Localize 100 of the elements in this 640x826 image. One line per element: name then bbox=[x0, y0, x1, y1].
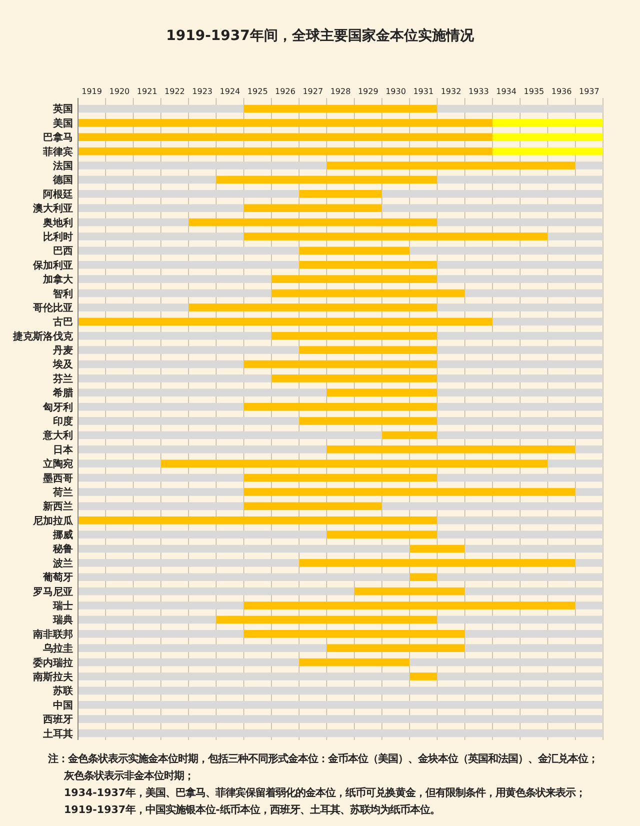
bar bbox=[575, 445, 603, 454]
text: 注：金色条状表示实施金本位时期，包括三种不同形式金本位：金币本位（美国）、金块本位（英国和法国）、金汇兑本位； bbox=[47, 753, 598, 765]
text: 1934-1937年，美国、巴拿马、菲律宾保留着弱化的金本位，纸币可兑换黄金，但有限制条件，用黄色条状来表示； bbox=[64, 787, 586, 799]
y-tick-label: 立陶宛 bbox=[42, 458, 73, 470]
y-tick-label: 埃及 bbox=[52, 358, 74, 371]
bar bbox=[78, 602, 244, 610]
bar bbox=[410, 658, 603, 666]
bar bbox=[437, 672, 603, 680]
bar bbox=[299, 246, 410, 255]
y-tick-label: 委内瑞拉 bbox=[32, 656, 73, 669]
x-tick-label: 1937 bbox=[579, 87, 600, 96]
y-tick-label: 波兰 bbox=[52, 557, 73, 570]
bar bbox=[78, 460, 161, 468]
bar bbox=[78, 502, 244, 510]
bar bbox=[410, 246, 603, 255]
x-tick-label: 1935 bbox=[524, 87, 544, 96]
bar bbox=[437, 616, 603, 624]
bar bbox=[78, 104, 244, 113]
bar bbox=[575, 559, 603, 567]
bar bbox=[464, 630, 603, 638]
bar bbox=[78, 119, 492, 127]
bar bbox=[437, 360, 603, 368]
bar bbox=[78, 232, 244, 240]
y-tick-label: 奥地利 bbox=[42, 216, 73, 229]
bar bbox=[244, 104, 438, 113]
bar bbox=[382, 204, 603, 212]
y-tick-label: 希腊 bbox=[52, 387, 73, 400]
bar bbox=[326, 162, 576, 170]
bar bbox=[382, 502, 603, 510]
bar bbox=[78, 587, 354, 596]
y-tick-label: 英国 bbox=[52, 103, 73, 116]
x-tick-label: 1930 bbox=[386, 87, 406, 96]
x-tick-label: 1926 bbox=[275, 87, 296, 96]
y-tick-label: 中国 bbox=[53, 699, 73, 712]
y-tick-label: 日本 bbox=[53, 444, 74, 456]
bar bbox=[437, 431, 603, 440]
bar bbox=[78, 729, 603, 738]
y-tick-label: 墨西哥 bbox=[42, 472, 73, 484]
bar bbox=[244, 488, 576, 496]
bar bbox=[326, 388, 438, 397]
x-tick-label: 1922 bbox=[164, 87, 185, 96]
x-tick-label: 1931 bbox=[413, 87, 434, 96]
bar bbox=[78, 260, 300, 269]
x-tick-label: 1932 bbox=[440, 87, 462, 96]
bar bbox=[78, 289, 272, 298]
bar bbox=[437, 346, 603, 354]
bar bbox=[299, 658, 410, 666]
y-tick-label: 比利时 bbox=[43, 230, 73, 243]
y-tick-label: 哥伦比亚 bbox=[32, 302, 73, 314]
bar bbox=[78, 318, 492, 326]
bar bbox=[548, 460, 603, 468]
bar bbox=[492, 147, 603, 156]
y-tick-label: 巴西 bbox=[53, 246, 73, 258]
bar bbox=[78, 573, 410, 582]
bar bbox=[271, 275, 438, 283]
bar bbox=[78, 672, 410, 680]
bar bbox=[78, 133, 492, 142]
bar bbox=[78, 218, 189, 226]
bar bbox=[464, 544, 603, 553]
x-tick-label: 1920 bbox=[109, 87, 130, 96]
bar bbox=[78, 360, 244, 368]
y-tick-label: 保加利亚 bbox=[32, 259, 73, 272]
y-tick-label: 芬兰 bbox=[52, 372, 73, 385]
bar bbox=[326, 530, 438, 538]
bar bbox=[492, 133, 603, 142]
bar bbox=[78, 304, 189, 312]
bar bbox=[575, 488, 603, 496]
y-tick-label: 菲律宾 bbox=[42, 146, 73, 158]
bar bbox=[78, 176, 216, 184]
bar bbox=[78, 630, 244, 638]
y-tick-label: 挪威 bbox=[52, 529, 73, 542]
y-tick-label: 美国 bbox=[52, 117, 73, 130]
y-tick-label: 瑞典 bbox=[52, 614, 73, 626]
chart-title: 1919-1937年间，全球主要国家金本位实施情况 bbox=[166, 27, 475, 44]
y-tick-label: 古巴 bbox=[52, 316, 73, 328]
bar bbox=[78, 275, 272, 283]
bar bbox=[78, 204, 244, 212]
text: 灰色条状表示非金本位时期； bbox=[63, 770, 194, 782]
bar bbox=[188, 304, 438, 312]
y-tick-label: 苏联 bbox=[52, 685, 74, 698]
bar bbox=[437, 104, 603, 113]
bar bbox=[78, 474, 244, 482]
y-tick-label: 捷克斯洛伐克 bbox=[12, 330, 74, 342]
bar bbox=[78, 544, 410, 553]
x-tick-label: 1929 bbox=[358, 87, 378, 96]
bar bbox=[244, 360, 438, 368]
bar bbox=[78, 715, 603, 723]
bar bbox=[244, 204, 382, 212]
bar bbox=[437, 332, 603, 340]
bar bbox=[492, 318, 603, 326]
bar bbox=[78, 700, 603, 709]
bar bbox=[78, 388, 327, 397]
bar bbox=[464, 289, 603, 298]
bar bbox=[244, 502, 382, 510]
y-tick-label: 土耳其 bbox=[42, 728, 73, 740]
y-tick-label: 瑞士 bbox=[52, 600, 73, 612]
bar bbox=[271, 289, 465, 298]
y-tick-label: 法国 bbox=[52, 160, 73, 172]
bar bbox=[78, 445, 327, 454]
y-tick-label: 匈牙利 bbox=[42, 401, 73, 414]
